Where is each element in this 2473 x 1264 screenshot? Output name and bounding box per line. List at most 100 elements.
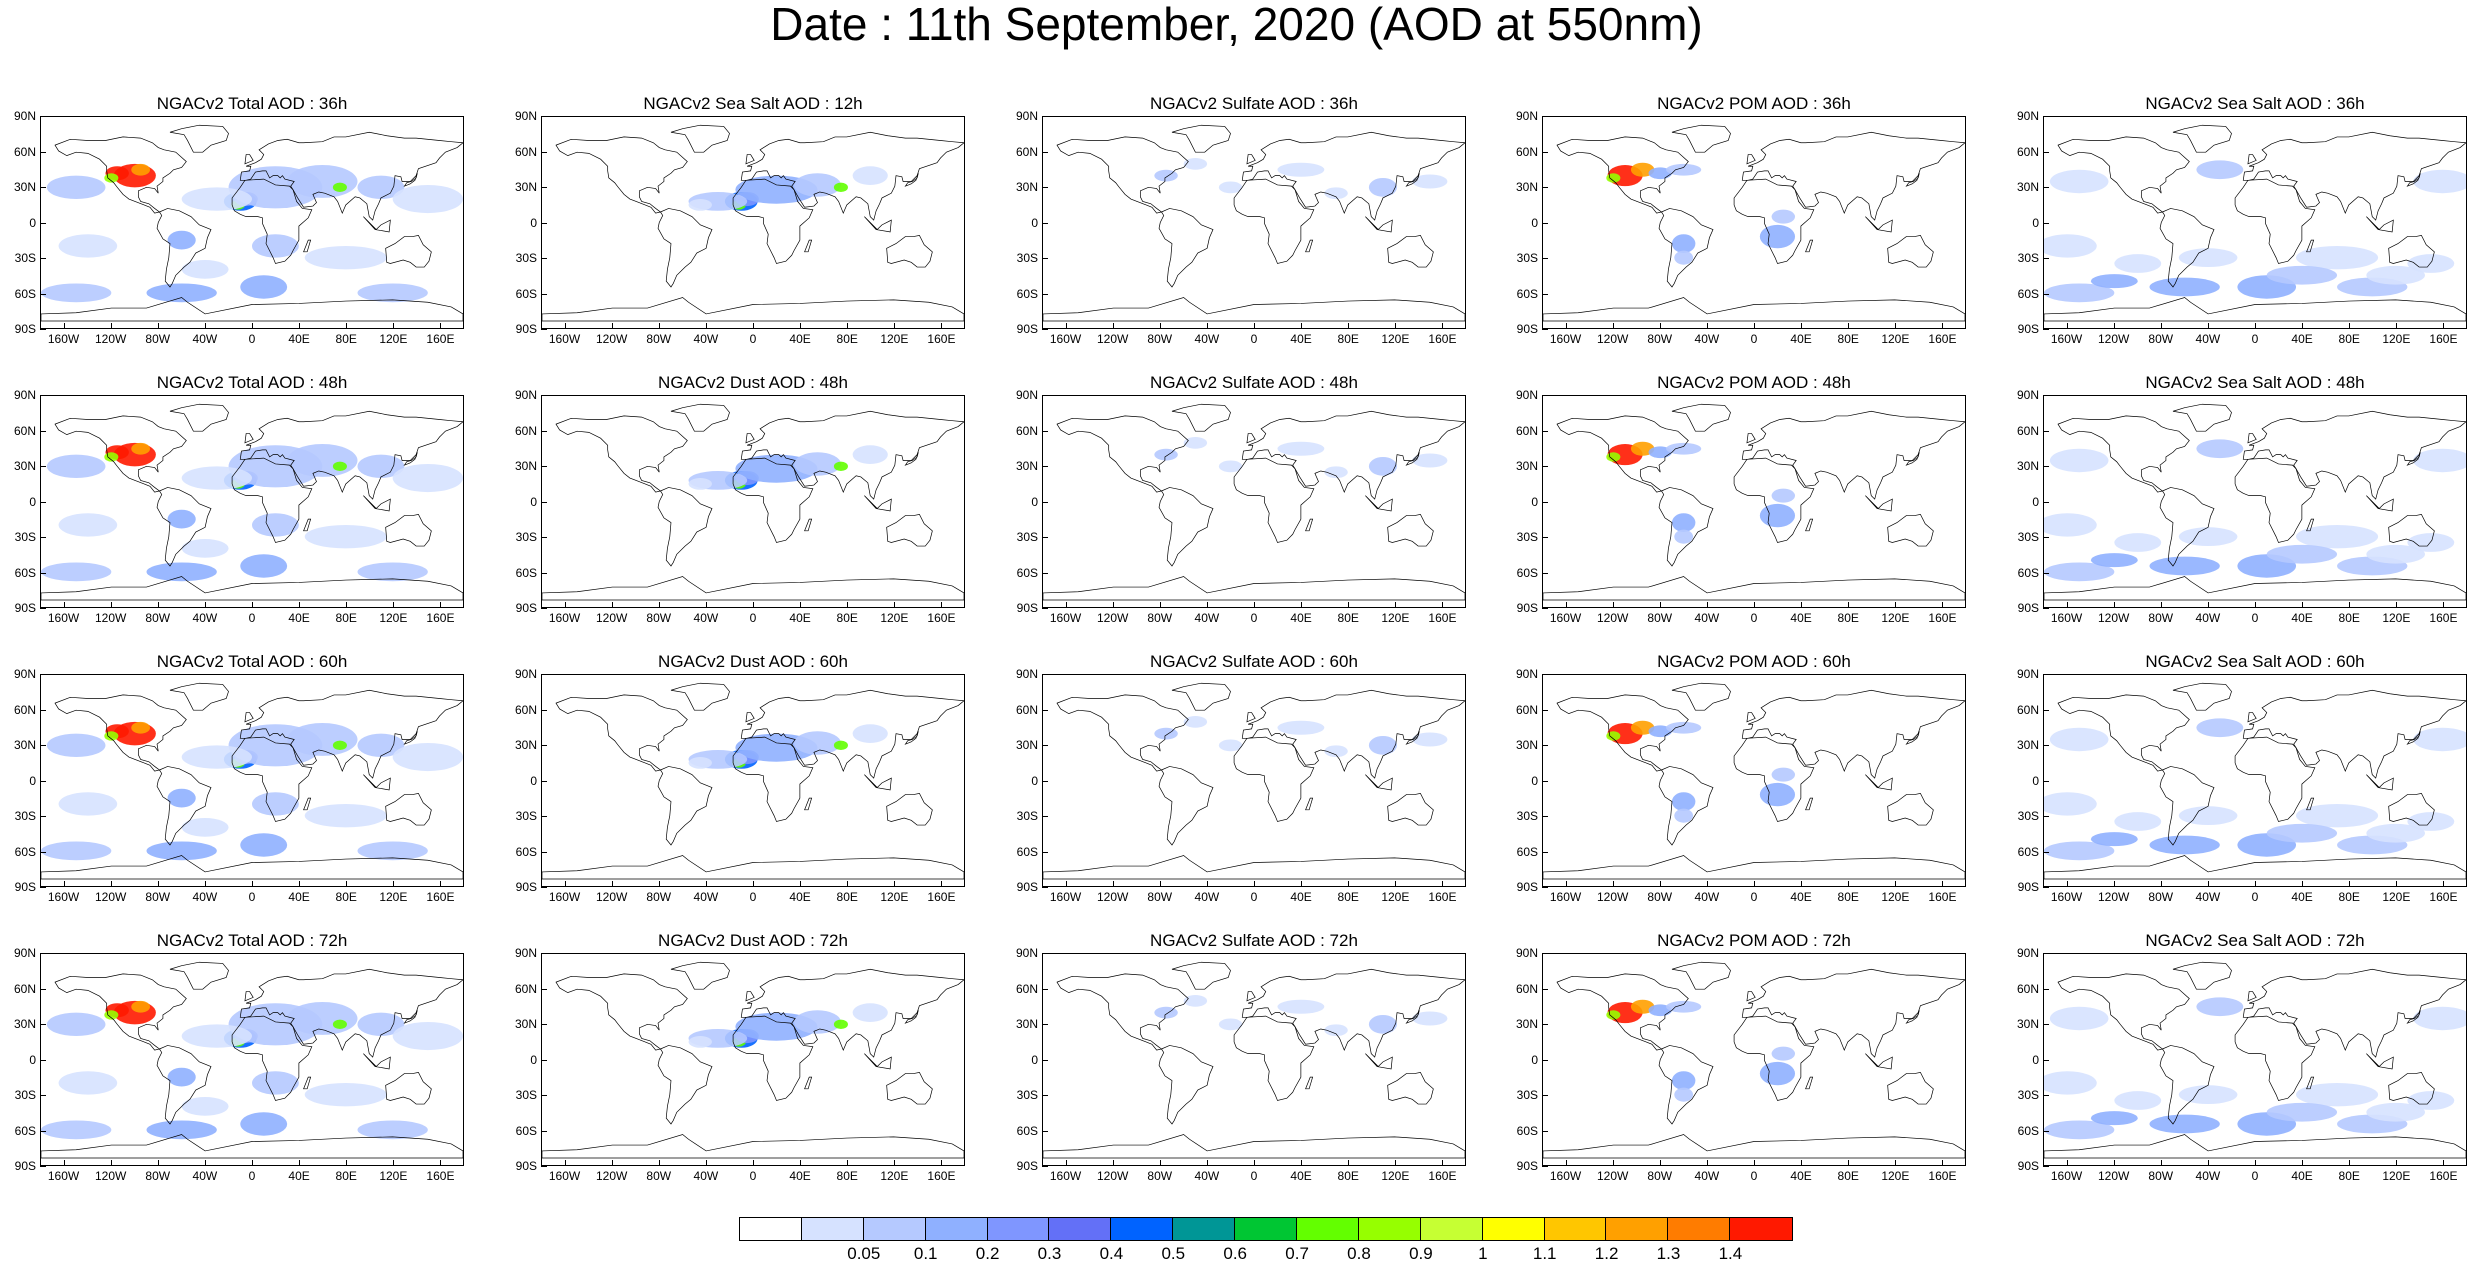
lon-tick	[252, 1160, 253, 1166]
coastline	[156, 208, 212, 288]
coastline	[2234, 178, 2316, 264]
aod-shading	[252, 234, 299, 258]
lon-tick	[63, 1160, 65, 1166]
lon-tick	[941, 881, 943, 887]
lon-tick-label: 160E	[1928, 890, 1957, 904]
aod-shading	[852, 724, 888, 743]
coastline	[1246, 154, 1256, 165]
aod-shading	[2149, 277, 2220, 297]
aod-shading	[332, 461, 347, 472]
aod-shading	[240, 833, 288, 857]
lon-tick-label: 160W	[47, 611, 80, 625]
lat-tick-label: 60S	[1516, 1123, 1538, 1138]
aod-shading	[58, 1071, 118, 1095]
aod-shading	[1154, 1006, 1178, 1019]
colorbar-label: 1.4	[1718, 1244, 1743, 1263]
lon-tick	[346, 323, 348, 329]
coastline	[385, 513, 432, 547]
lon-tick-label: 160E	[2429, 1169, 2458, 1183]
coastline	[886, 1071, 933, 1105]
lon-tick	[2349, 1160, 2351, 1166]
aod-shading	[357, 175, 405, 200]
lon-tick	[110, 1160, 112, 1166]
lon-tick	[1301, 1160, 1303, 1166]
lon-tick	[1659, 881, 1661, 887]
coastline	[904, 452, 919, 466]
lon-tick-label: 0	[1250, 611, 1258, 625]
lat-tick-label: 30N	[13, 180, 36, 194]
lat-tick-label: 0	[1531, 215, 1538, 230]
lon-tick-label: 120W	[1096, 332, 1129, 346]
coastline	[2242, 689, 2466, 779]
coastline	[403, 1010, 418, 1024]
lon-tick	[1848, 323, 1850, 329]
lon-tick	[1159, 602, 1161, 608]
lon-tick-label: 40E	[1290, 890, 1312, 904]
coastline	[403, 731, 418, 745]
lon-tick	[611, 323, 613, 329]
lon-tick	[1348, 323, 1350, 329]
lat-tick-label: 30N	[2016, 180, 2039, 194]
lon-tick-label: 120E	[1881, 890, 1910, 904]
lon-tick-label: 160W	[1049, 611, 1082, 625]
panel-title: NGACv2 POM AOD : 72h	[1657, 931, 1851, 950]
lon-tick	[1301, 881, 1303, 887]
panel-title: NGACv2 POM AOD : 48h	[1657, 373, 1851, 392]
lon-tick	[1206, 881, 1208, 887]
lon-tick	[1706, 881, 1708, 887]
lon-tick	[1159, 323, 1161, 329]
lon-tick-label: 120W	[595, 1169, 628, 1183]
coastline	[244, 712, 254, 723]
aod-shading	[852, 1003, 888, 1022]
coastline	[1671, 682, 1731, 711]
lon-tick	[1442, 602, 1444, 608]
lon-tick-label: 80W	[145, 611, 171, 625]
coastline	[1658, 766, 1714, 846]
lon-tick	[1065, 1160, 1067, 1166]
lon-tick-label: 80E	[1337, 890, 1359, 904]
coastline	[2234, 457, 2316, 543]
aod-shading	[2178, 1085, 2238, 1105]
coastline	[1365, 1053, 1393, 1070]
lon-tick-label: 0	[248, 332, 256, 346]
lon-tick	[1895, 1160, 1897, 1166]
aod-shading	[1759, 782, 1796, 807]
coastline	[740, 968, 964, 1058]
coastline	[41, 1134, 463, 1159]
lat-tick	[1542, 187, 1548, 188]
lon-tick	[63, 602, 65, 608]
lon-tick-label: 40W	[693, 890, 719, 904]
lon-tick-label: 120E	[2382, 332, 2411, 346]
lat-tick-label: 30S	[515, 530, 537, 544]
aod-shading	[1771, 209, 1796, 224]
aod-shading	[2266, 1102, 2338, 1122]
lon-tick-label: 120W	[94, 332, 127, 346]
aod-shading	[2296, 803, 2379, 828]
coastline	[2388, 1071, 2435, 1105]
lon-tick-label: 120W	[595, 890, 628, 904]
lon-tick-label: 40W	[693, 1169, 719, 1183]
coastline	[1387, 792, 1434, 826]
lat-tick-label: 30N	[13, 459, 36, 473]
coastline	[169, 124, 229, 153]
lon-tick-label: 80W	[2148, 1169, 2174, 1183]
lon-tick	[1659, 602, 1661, 608]
lon-tick	[611, 1160, 613, 1166]
coastline	[1043, 855, 1465, 880]
lon-tick-label: 80W	[1147, 332, 1173, 346]
lon-tick-label: 160W	[2050, 890, 2083, 904]
lat-tick-label: 30N	[2016, 738, 2039, 752]
aod-shading	[2178, 806, 2238, 826]
aod-shading	[1671, 1071, 1696, 1090]
coastline	[1543, 297, 1965, 322]
aod-shading	[252, 1071, 299, 1095]
lon-tick-label: 0	[1250, 332, 1258, 346]
lat-tick	[541, 395, 547, 396]
lat-tick-label: 90N	[13, 667, 36, 681]
coastline	[2247, 991, 2257, 1002]
lat-tick-label: 60N	[2016, 981, 2039, 996]
panel-title: NGACv2 Total AOD : 60h	[156, 652, 348, 671]
coastline	[1171, 403, 1231, 432]
lon-tick-label: 120E	[880, 890, 909, 904]
map-area	[40, 674, 464, 887]
